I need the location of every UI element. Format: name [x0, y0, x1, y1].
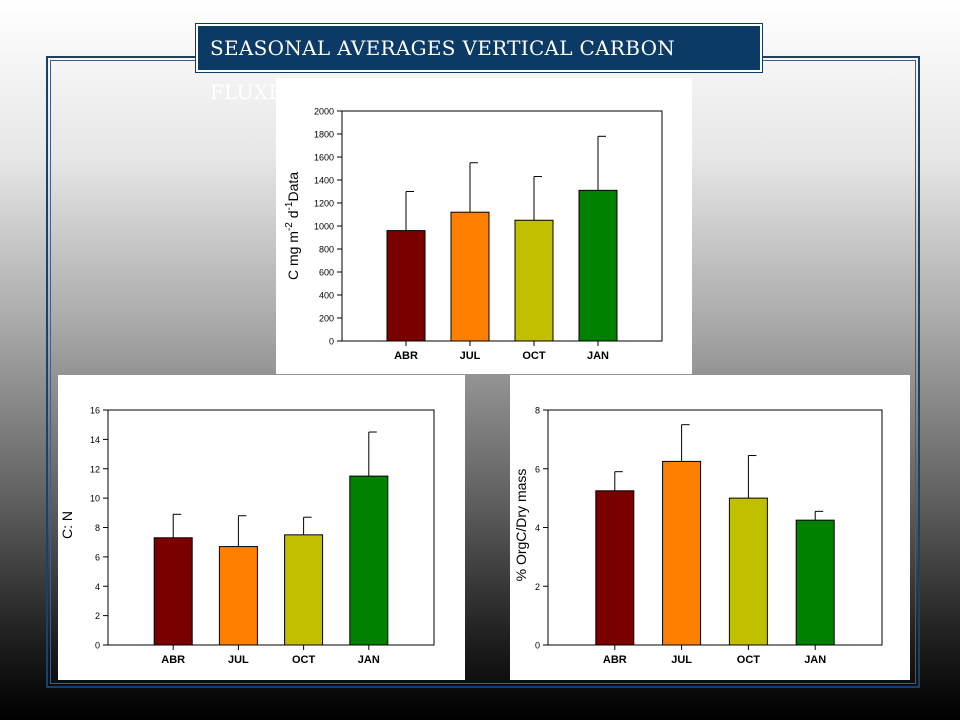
- category-label: OCT: [522, 350, 546, 362]
- y-tick-label: 1600: [314, 153, 334, 163]
- y-axis-label: C: N: [59, 511, 75, 539]
- slide-title: SEASONAL AVERAGES VERTICAL CARBON FLUXES: [195, 23, 763, 104]
- bar-abr: [595, 490, 635, 646]
- y-tick-label: 800: [319, 245, 334, 255]
- chart-orgc: 0 2 4 6 8 ABR JUL OCT JAN % OrgC/Dry mass: [513, 406, 883, 666]
- y-tick-label: 16: [90, 406, 100, 416]
- bar-oct: [284, 534, 324, 646]
- bar-jul: [662, 460, 702, 646]
- category-label: JAN: [587, 350, 609, 362]
- y-tick-label: 0: [329, 337, 334, 347]
- chart-panel-orgc: 0 2 4 6 8 ABR JUL OCT JAN % OrgC/Dry mass: [510, 375, 910, 680]
- bar-abr: [153, 537, 193, 646]
- category-label: JAN: [804, 654, 826, 666]
- bar-oct: [514, 219, 554, 342]
- y-tick-label: 200: [319, 314, 334, 324]
- bar-jan: [795, 519, 835, 646]
- y-tick-label: 1400: [314, 176, 334, 186]
- y-tick-label: 1800: [314, 130, 334, 140]
- bar-jul: [450, 211, 490, 342]
- y-tick-label: 600: [319, 268, 334, 278]
- category-label: ABR: [603, 654, 627, 666]
- y-axis-label: C mg m-2 d-1Data: [284, 172, 301, 280]
- y-tick-label: 2: [95, 611, 100, 621]
- category-label: JUL: [460, 350, 481, 362]
- y-tick-label: 0: [535, 641, 540, 651]
- bar-oct: [728, 497, 768, 646]
- category-label: JUL: [671, 654, 692, 666]
- bar-abr: [386, 230, 426, 342]
- bar-jan: [578, 189, 618, 342]
- y-axis-label: % OrgC/Dry mass: [513, 469, 529, 582]
- y-tick-label: 4: [95, 582, 100, 592]
- y-tick-label: 10: [90, 494, 100, 504]
- chart-panel-cn-ratio: 0 2 4 6 8 10 12 14 16 ABR JUL OCT JAN C: N: [58, 375, 465, 680]
- bar-jul: [218, 546, 258, 646]
- y-tick-label: 8: [535, 406, 540, 416]
- y-tick-label: 14: [90, 435, 100, 445]
- category-label: OCT: [737, 654, 761, 666]
- y-tick-label: 0: [95, 641, 100, 651]
- chart-carbon-flux: 0 200 400 600 800 1000 1200 1400 1600 1800 2000 ABR…: [284, 107, 663, 362]
- category-label: JAN: [358, 654, 380, 666]
- y-tick-label: 1000: [314, 222, 334, 232]
- category-label: ABR: [394, 350, 418, 362]
- y-tick-label: 8: [95, 523, 100, 533]
- y-tick-label: 400: [319, 291, 334, 301]
- category-label: OCT: [292, 654, 316, 666]
- category-label: ABR: [161, 654, 185, 666]
- y-tick-label: 2: [535, 582, 540, 592]
- y-tick-label: 2000: [314, 107, 334, 117]
- bar-jan: [349, 475, 389, 646]
- chart-panel-carbon-flux: 0 200 400 600 800 1000 1200 1400 1600 1800 2000 ABR…: [276, 78, 692, 374]
- y-tick-label: 6: [95, 552, 100, 562]
- chart-cn-ratio: 0 2 4 6 8 10 12 14 16 ABR JUL OCT JAN C: N: [59, 406, 435, 666]
- y-tick-label: 6: [535, 464, 540, 474]
- category-label: JUL: [228, 654, 249, 666]
- y-tick-label: 12: [90, 464, 100, 474]
- y-tick-label: 4: [535, 523, 540, 533]
- y-tick-label: 1200: [314, 199, 334, 209]
